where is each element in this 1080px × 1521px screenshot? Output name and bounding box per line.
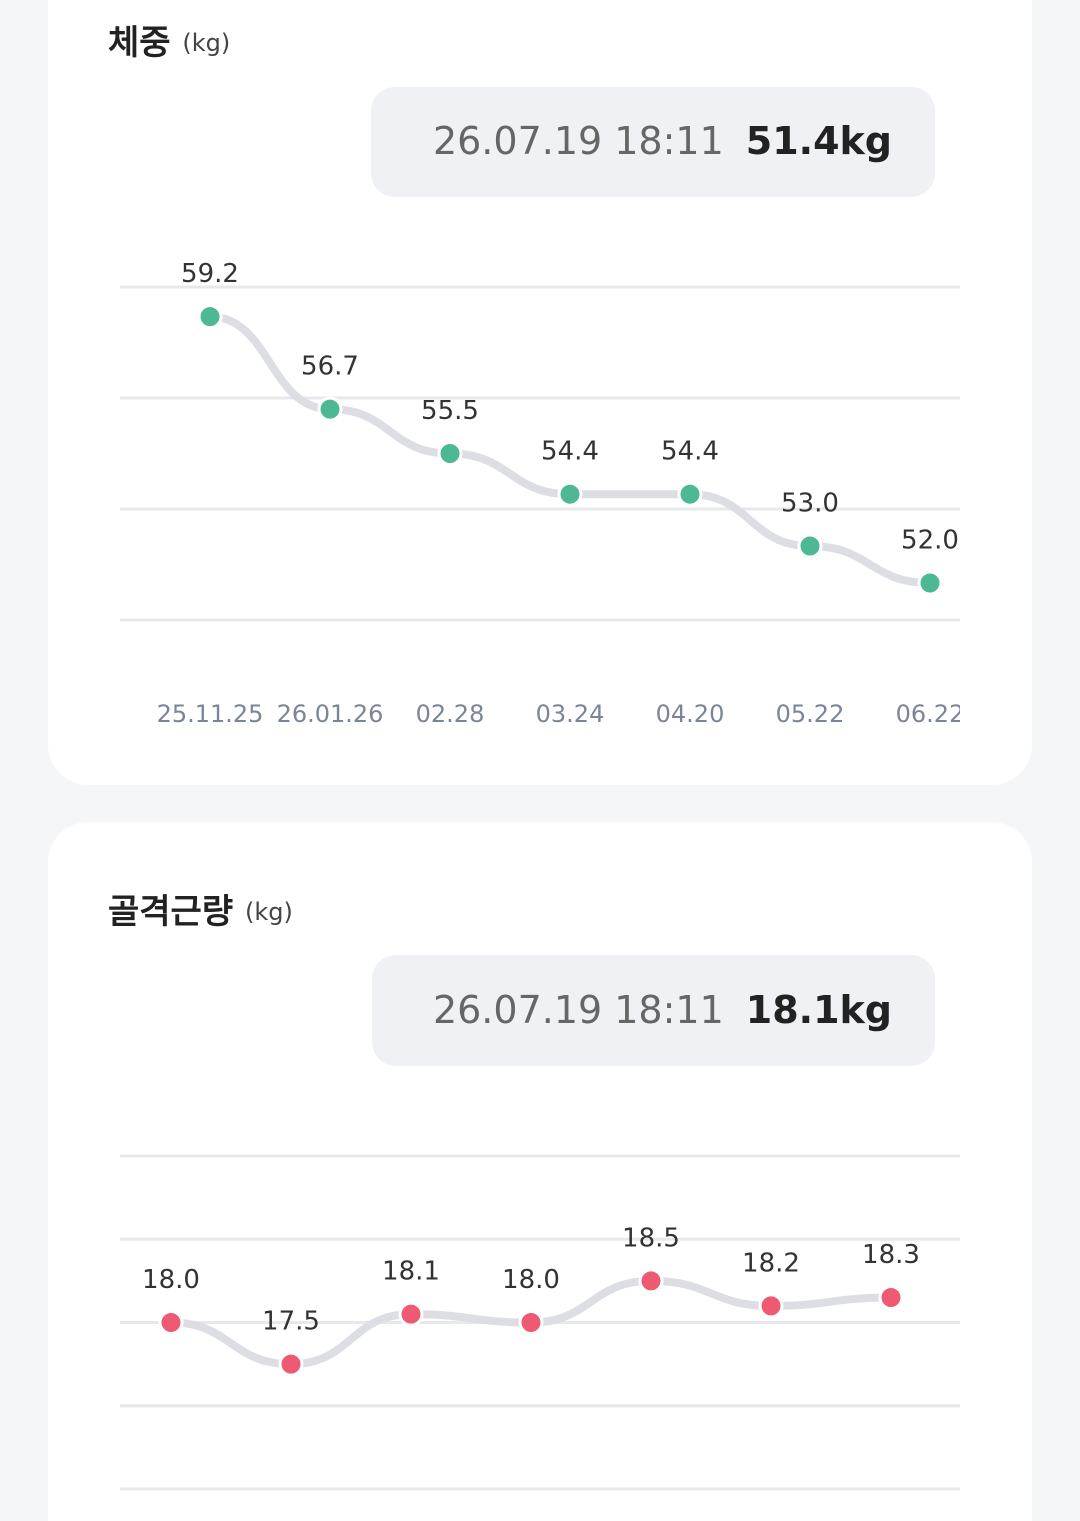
summary-time: 26.07.19 18:11	[433, 119, 724, 163]
data-label: 56.7	[301, 352, 359, 382]
summary-value: 51.4kg	[746, 119, 892, 163]
x-tick-label: 26.01.26	[277, 700, 384, 728]
point	[878, 1285, 904, 1311]
data-label: 18.0	[142, 1265, 200, 1295]
data-label: 17.5	[262, 1307, 320, 1337]
summary-box	[372, 955, 935, 1066]
summary: 26.07.19 18:11 51.4kg	[433, 119, 892, 163]
data-label: 54.4	[661, 437, 719, 467]
point	[797, 533, 823, 559]
point	[158, 1310, 184, 1335]
unit: (kg)	[182, 29, 230, 57]
summary-time: 26.07.19 18:11	[433, 988, 724, 1032]
x-tick-label: 25.11.25	[157, 700, 264, 728]
data-label: 18.3	[862, 1240, 920, 1270]
point	[317, 396, 343, 422]
data-label: 18.2	[742, 1248, 800, 1278]
point	[638, 1268, 664, 1294]
plot: 18.0 17.5 18.1 18.0 18.5 18.2 18.3	[120, 1154, 960, 1491]
data-label: 55.5	[421, 396, 479, 426]
x-tick-label: 04.20	[656, 700, 725, 728]
data-label: 52.0	[901, 526, 959, 556]
x-tick-label: 02.28	[416, 700, 485, 728]
x-tick-label: 06.22	[896, 700, 965, 728]
point	[398, 1301, 424, 1327]
point	[917, 570, 943, 596]
plot: 25.11.25 26.01.26 02.28 03.24 04.20 05.22 06.2…	[120, 259, 965, 728]
point	[197, 304, 223, 330]
chart-title: 골격근량 (kg)	[108, 892, 293, 932]
summary: 26.07.19 18:11 18.1kg	[433, 988, 892, 1032]
data-label: 59.2	[181, 259, 239, 289]
title: 체중	[108, 23, 171, 63]
data-label: 18.0	[502, 1265, 560, 1295]
summary-value: 18.1kg	[746, 988, 892, 1032]
point	[437, 441, 463, 466]
point	[278, 1351, 304, 1377]
chart-title: 체중 (kg)	[108, 23, 230, 63]
title: 골격근량	[108, 892, 233, 932]
point	[518, 1310, 544, 1335]
data-label: 18.1	[382, 1257, 440, 1287]
unit: (kg)	[245, 898, 293, 926]
data-label: 53.0	[781, 489, 839, 519]
point	[677, 481, 703, 507]
point	[758, 1293, 784, 1319]
summary-box	[371, 87, 935, 197]
x-tick-label: 05.22	[776, 700, 845, 728]
x-tick-label: 03.24	[536, 700, 605, 728]
point	[557, 481, 583, 507]
data-label: 54.4	[541, 437, 599, 467]
data-label: 18.5	[622, 1223, 680, 1253]
